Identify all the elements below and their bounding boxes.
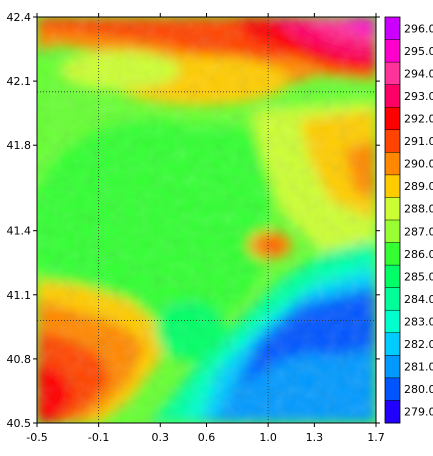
colorbar-label: 294.0	[404, 67, 433, 80]
colorbar-label: 290.0	[404, 158, 433, 171]
colorbar-swatch	[385, 17, 400, 41]
x-tick-label: -0.1	[88, 431, 109, 444]
colorbar-label: 288.0	[404, 203, 433, 216]
colorbar-swatch	[385, 62, 400, 86]
colorbar-label: 280.0	[404, 383, 433, 396]
colorbar-swatch	[385, 129, 400, 153]
y-axis: 42.4 42.1 41.8 41.4 41.1 40.8 40.5	[7, 11, 380, 430]
y-tick-label: 42.4	[7, 11, 32, 24]
y-tick-label: 41.8	[7, 139, 32, 152]
x-tick-label: -0.5	[26, 431, 47, 444]
colorbar-label: 296.0	[404, 22, 433, 35]
y-tick-label: 40.5	[7, 417, 32, 430]
colorbar-swatch	[385, 332, 400, 356]
y-tick-label: 42.1	[7, 75, 32, 88]
x-tick-label: 1.0	[259, 431, 277, 444]
colorbar: 296.0 295.0 294.0 293.0 292.0 291.0 290.0 289.0…	[384, 16, 433, 424]
colorbar-swatch	[385, 355, 400, 379]
colorbar-label: 283.0	[404, 316, 433, 329]
colorbar-label: 287.0	[404, 225, 433, 238]
colorbar-label: 279.0	[404, 406, 433, 419]
colorbar-label: 292.0	[404, 113, 433, 126]
colorbar-label: 286.0	[404, 248, 433, 261]
colorbar-label: 293.0	[404, 90, 433, 103]
x-tick-label: 0.3	[152, 431, 170, 444]
y-tick-label: 40.8	[7, 353, 32, 366]
colorbar-swatch	[385, 265, 400, 289]
colorbar-swatch	[385, 377, 400, 401]
colorbar-swatch	[385, 242, 400, 266]
x-axis: -0.5 -0.1 0.3 0.6 1.0 1.3 1.7	[26, 13, 385, 444]
colorbar-swatch	[385, 400, 400, 424]
colorbar-label: 285.0	[404, 270, 433, 283]
x-tick-label: 1.7	[367, 431, 385, 444]
colorbar-swatch	[385, 152, 400, 176]
temperature-field	[37, 17, 376, 423]
colorbar-label: 289.0	[404, 180, 433, 193]
x-tick-label: 0.6	[198, 431, 216, 444]
map-grid	[37, 17, 376, 423]
colorbar-swatch	[385, 107, 400, 131]
colorbar-swatch	[385, 84, 400, 108]
colorbar-label: 282.0	[404, 338, 433, 351]
x-tick-label: 1.3	[306, 431, 324, 444]
colorbar-swatch	[385, 310, 400, 334]
colorbar-label: 291.0	[404, 135, 433, 148]
colorbar-swatch	[385, 174, 400, 198]
colorbar-label: 295.0	[404, 45, 433, 58]
colorbar-swatch	[385, 287, 400, 311]
colorbar-swatch	[385, 197, 400, 221]
colorbar-swatch	[385, 39, 400, 63]
colorbar-swatch	[385, 220, 400, 244]
colorbar-label: 281.0	[404, 361, 433, 374]
colorbar-label: 284.0	[404, 293, 433, 306]
y-tick-label: 41.1	[7, 289, 32, 302]
y-tick-label: 41.4	[7, 225, 32, 238]
